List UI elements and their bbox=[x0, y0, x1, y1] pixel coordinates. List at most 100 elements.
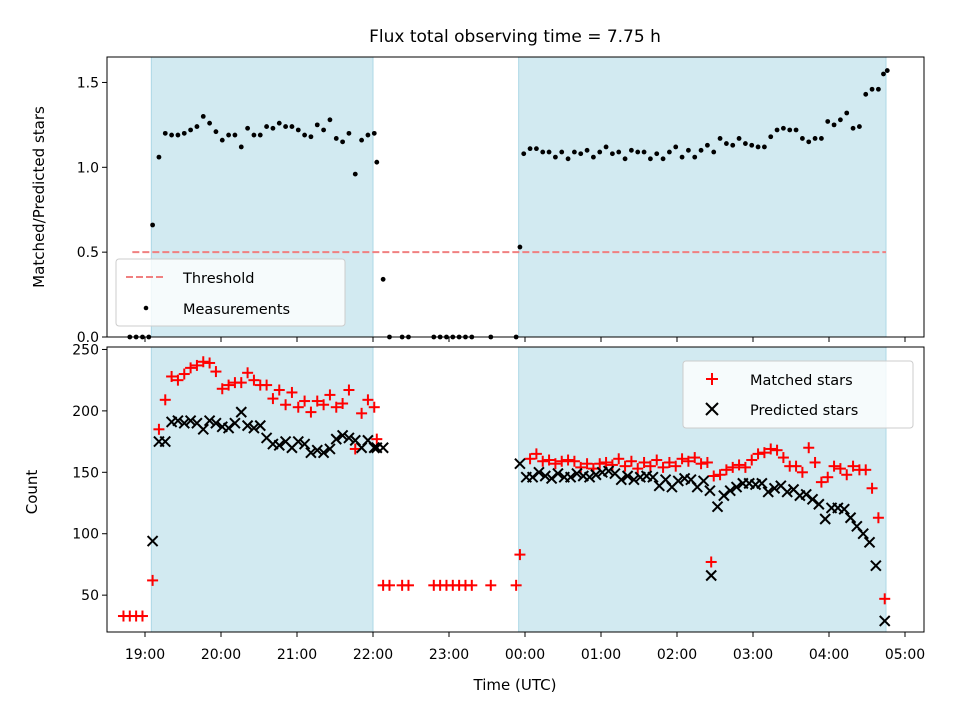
predicted-stars-point bbox=[539, 470, 551, 482]
measurements-point bbox=[768, 134, 774, 140]
x-axis-label: Time (UTC) bbox=[473, 676, 557, 694]
measurements-point bbox=[793, 127, 799, 133]
matched-stars-point bbox=[676, 453, 688, 465]
matched-stars-point bbox=[758, 447, 770, 459]
matched-stars-point bbox=[216, 383, 228, 395]
x-tick-label: 03:00 bbox=[733, 647, 773, 663]
x-tick-label: 23:00 bbox=[429, 647, 469, 663]
matched-stars-point bbox=[368, 401, 380, 413]
predicted-stars-point bbox=[368, 442, 380, 454]
measurements-point bbox=[162, 130, 168, 136]
top-y-tick-label: 0.0 bbox=[77, 330, 99, 346]
measurements-point bbox=[850, 125, 856, 131]
measurements-point bbox=[884, 68, 890, 73]
predicted-stars-point bbox=[377, 442, 389, 454]
matched-stars-point bbox=[701, 456, 713, 468]
bottom-axes-frame bbox=[106, 346, 925, 633]
predicted-stars-point bbox=[583, 471, 596, 483]
measurements-point bbox=[743, 141, 748, 146]
bottom-shaded-interval bbox=[151, 347, 373, 632]
matched-stars-point bbox=[866, 482, 878, 494]
measurements-point bbox=[673, 144, 679, 150]
top-y-tick-label: 0.5 bbox=[77, 245, 99, 261]
measurements-point bbox=[787, 127, 793, 133]
matched-stars-point bbox=[280, 399, 292, 411]
predicted-stars-point bbox=[705, 569, 717, 582]
measurements-point bbox=[553, 154, 558, 160]
predicted-stars-point bbox=[621, 470, 634, 482]
predicted-stars-point bbox=[628, 473, 640, 486]
measurements-legend-swatch bbox=[143, 305, 149, 311]
matched-stars-point bbox=[720, 464, 732, 476]
measurements-point bbox=[232, 132, 238, 138]
matched-stars-point bbox=[663, 456, 675, 468]
matched-stars-point bbox=[311, 395, 323, 407]
measurements-point bbox=[175, 132, 181, 138]
matched-stars-point bbox=[197, 356, 209, 368]
predicted-stars-point bbox=[146, 535, 159, 547]
measurements-point bbox=[578, 151, 584, 157]
measurements-point bbox=[724, 141, 729, 146]
matched-stars-point bbox=[638, 456, 650, 468]
matched-stars-point bbox=[815, 476, 827, 488]
matched-stars-point bbox=[872, 512, 884, 524]
predicted-stars-point bbox=[571, 467, 583, 480]
predicted-stars-point bbox=[172, 414, 184, 427]
predicted-stars-point bbox=[724, 485, 736, 497]
measurements-point bbox=[755, 144, 761, 150]
measurements-point bbox=[730, 142, 736, 148]
measurements-point bbox=[308, 134, 314, 140]
bottom-legend: Matched stars Predicted stars bbox=[682, 360, 914, 429]
matched-stars-point bbox=[651, 454, 663, 466]
top-axes-frame bbox=[106, 56, 925, 338]
chart-title: Flux total observing time = 7.75 h bbox=[369, 27, 661, 47]
x-tick-label: 04:00 bbox=[809, 647, 849, 663]
measurements-point bbox=[238, 144, 244, 150]
x-tick-label: 00:00 bbox=[505, 647, 545, 663]
matched-stars-point bbox=[191, 359, 203, 371]
measurements-point bbox=[295, 127, 301, 133]
predicted-stars-point bbox=[178, 417, 190, 429]
matched-stars-point bbox=[362, 394, 374, 406]
matched-stars-point bbox=[822, 471, 834, 483]
matched-stars-point bbox=[568, 455, 580, 467]
matched-stars-point bbox=[777, 452, 789, 464]
matched-stars-point bbox=[343, 384, 355, 396]
predicted-stars-point bbox=[159, 435, 171, 448]
measurements-point bbox=[517, 244, 523, 250]
matched-stars-point bbox=[136, 610, 148, 622]
matched-stars-point bbox=[147, 574, 159, 586]
matched-stars-point bbox=[689, 452, 701, 464]
matched-stars-point bbox=[273, 384, 285, 396]
predicted-stars-point bbox=[813, 498, 825, 510]
measurements-point bbox=[365, 132, 371, 138]
measurements-point bbox=[774, 127, 780, 133]
measurements-point bbox=[521, 151, 527, 157]
predicted-stars-point bbox=[564, 471, 577, 483]
matched-stars-point bbox=[765, 443, 777, 455]
matched-stars-point bbox=[581, 458, 593, 470]
predicted-stars-point bbox=[248, 422, 260, 434]
threshold-legend-label: Threshold bbox=[182, 271, 254, 287]
predicted-stars-point bbox=[254, 419, 266, 432]
predicted-stars-point bbox=[545, 472, 558, 485]
matched-stars-point bbox=[613, 453, 625, 465]
measurements-point bbox=[863, 91, 869, 97]
matched-stars-point bbox=[752, 448, 764, 460]
top-shaded-interval bbox=[518, 57, 886, 337]
matched-stars-point bbox=[537, 455, 549, 467]
measurements-point bbox=[781, 125, 786, 131]
matched-stars-point bbox=[356, 407, 368, 419]
bottom-y-tick-label: 50 bbox=[81, 588, 99, 604]
top-legend: Threshold Measurements bbox=[115, 258, 346, 327]
measurements-point bbox=[838, 117, 843, 123]
matched-stars-point bbox=[318, 399, 330, 411]
bottom-y-tick-label: 250 bbox=[72, 342, 99, 358]
matched-stars-point bbox=[879, 593, 891, 605]
measurements-point bbox=[213, 129, 219, 135]
predicted-stars-point bbox=[762, 486, 774, 498]
matched-stars-point bbox=[267, 393, 279, 405]
measurements-point bbox=[869, 86, 875, 92]
predicted-stars-point bbox=[879, 615, 891, 627]
predicted-stars-point bbox=[273, 439, 285, 451]
